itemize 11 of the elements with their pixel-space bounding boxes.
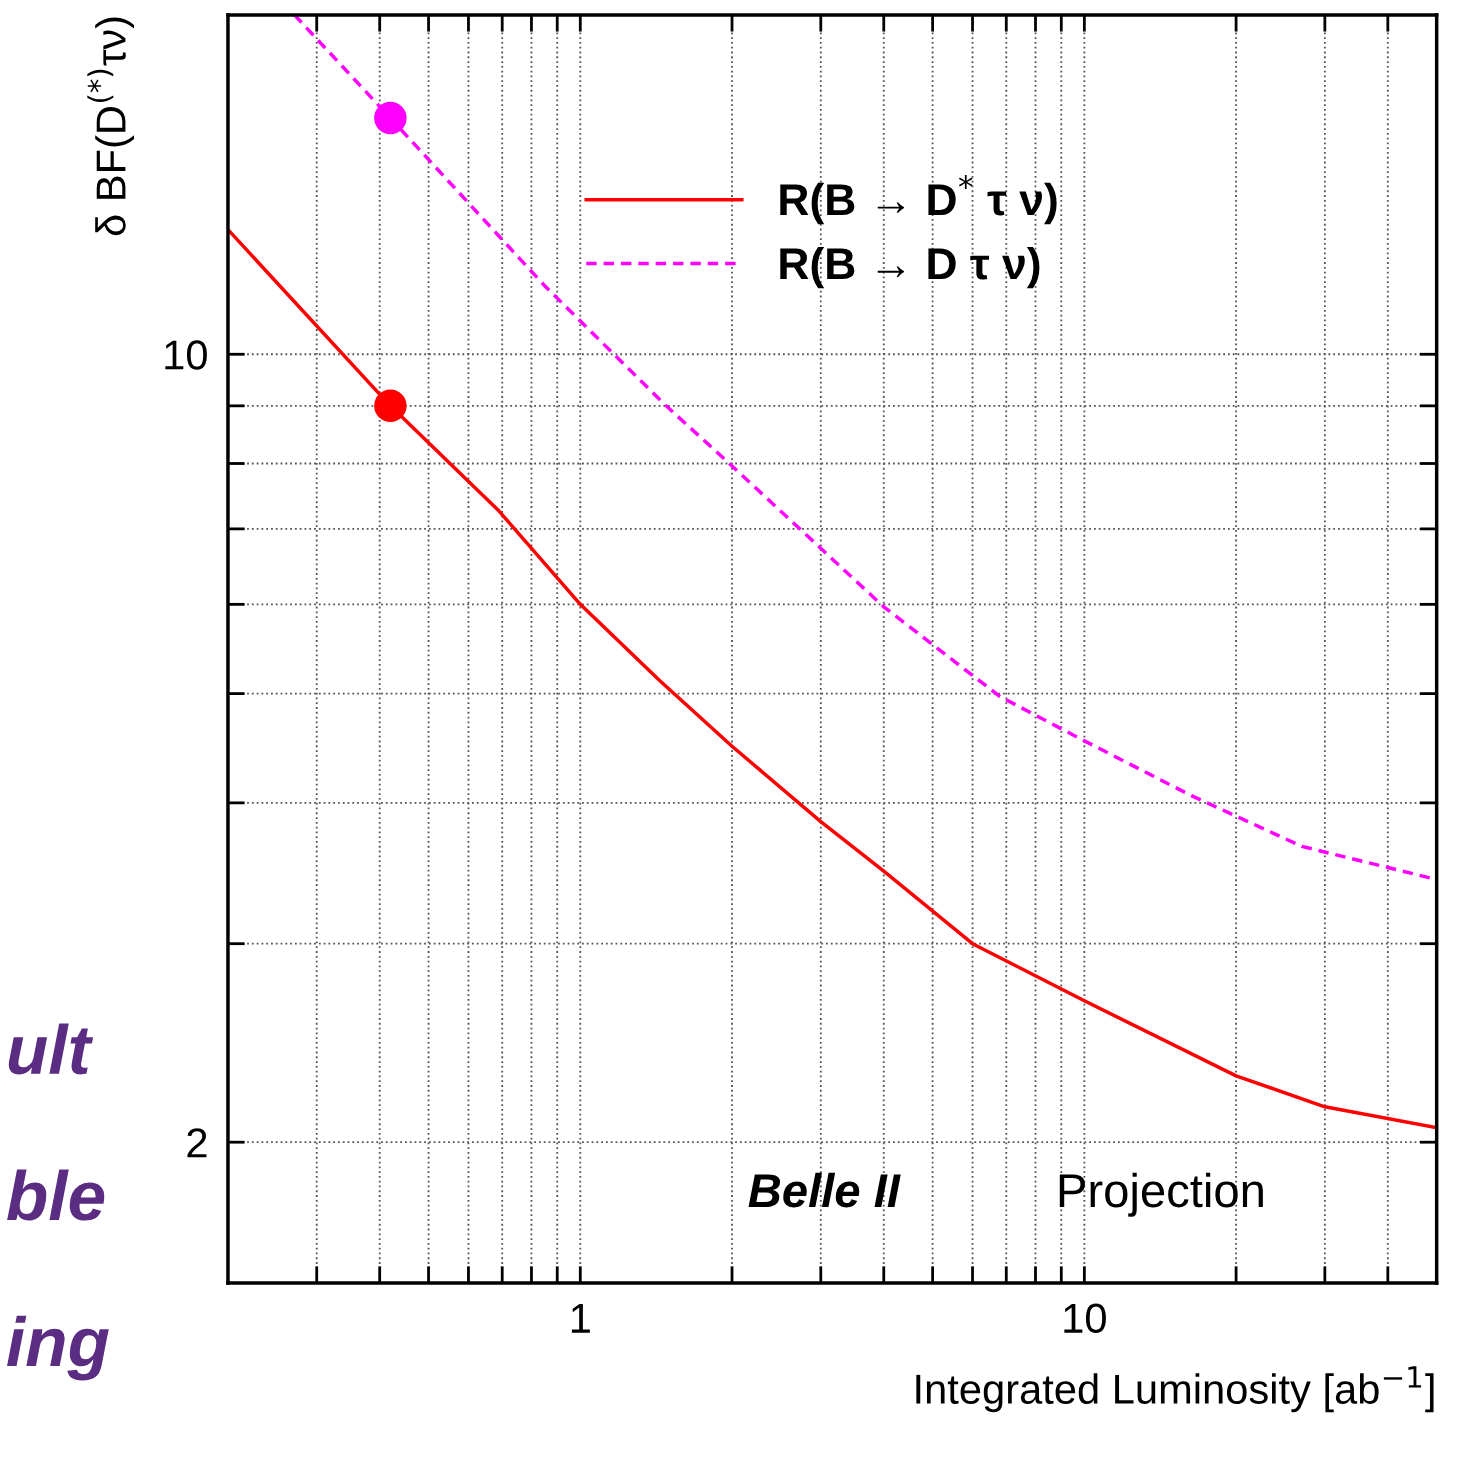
annotation: Projection [1059,1172,1263,1217]
x-tick-label: 1 [571,1304,590,1333]
x-axis-title: Integrated Luminosity [ab$^{−1}$] [916,1366,1434,1413]
annotation: Belle II [748,1172,901,1208]
text: ult [8,1023,94,1075]
legend-label: R(B → D τ ν) [780,246,1040,289]
legend-label: R(B → D$^{*}$ τ ν) [780,174,1057,225]
text: ing [7,1315,109,1381]
y-axis-title: δ BF(D$^{(*)}$τν) [87,17,135,236]
y-tick-label: 2 [187,1128,207,1158]
text: ble [7,1169,105,1221]
